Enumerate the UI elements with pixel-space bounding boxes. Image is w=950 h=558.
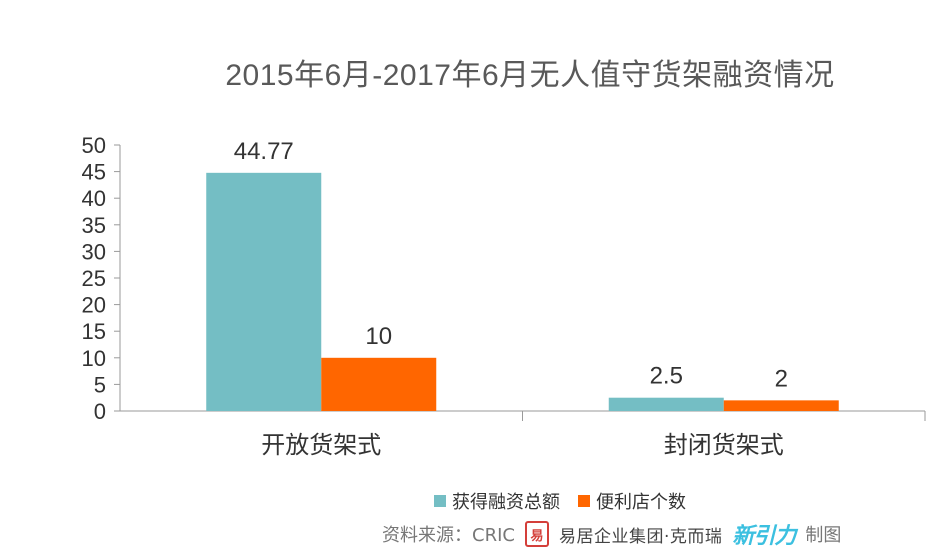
y-tick-label: 25: [82, 266, 106, 291]
data-label: 44.77: [234, 138, 294, 165]
made-by-text: 制图: [805, 525, 842, 546]
chart-title: 2015年6月-2017年6月无人值守货架融资情况: [225, 59, 835, 92]
legend-label-series-1: 获得融资总额: [452, 492, 560, 513]
legend-item-series-1: 获得融资总额: [434, 488, 560, 514]
legend-swatch-series-2: [578, 495, 590, 507]
data-label: 10: [365, 323, 392, 350]
y-tick-label: 10: [82, 346, 106, 371]
y-tick-label: 15: [82, 319, 106, 344]
cric-brand-logo: 易居企业集团·克而瑞: [558, 526, 723, 547]
data-label: 2: [775, 365, 788, 392]
y-tick-label: 40: [82, 186, 106, 211]
y-tick-label: 30: [82, 239, 106, 264]
data-label: 2.5: [650, 363, 683, 390]
cric-seal-logo: 易: [524, 521, 549, 547]
bar-2: [321, 357, 437, 411]
legend-item-series-2: 便利店个数: [578, 488, 686, 514]
bar-2: [723, 400, 839, 411]
legend-swatch-series-1: [434, 495, 446, 507]
y-tick-label: 20: [82, 293, 106, 318]
y-tick-label: 0: [94, 399, 106, 424]
y-tick-label: 5: [94, 372, 106, 397]
category-label: 开放货架式: [261, 431, 381, 459]
bar-1: [206, 172, 322, 411]
y-tick-label: 50: [82, 133, 106, 158]
legend: 获得融资总额 便利店个数: [0, 488, 950, 514]
y-tick-label: 45: [82, 160, 106, 185]
bar-1: [608, 397, 724, 411]
legend-label-series-2: 便利店个数: [596, 492, 686, 513]
y-tick-label: 35: [82, 213, 106, 238]
category-label: 封闭货架式: [664, 431, 784, 459]
source-text: 资料来源：CRIC: [382, 525, 515, 546]
source-row: 资料来源：CRIC 易 易居企业集团·克而瑞 新引力 制图: [382, 518, 841, 550]
xinyinli-logo: 新引力: [732, 524, 796, 549]
